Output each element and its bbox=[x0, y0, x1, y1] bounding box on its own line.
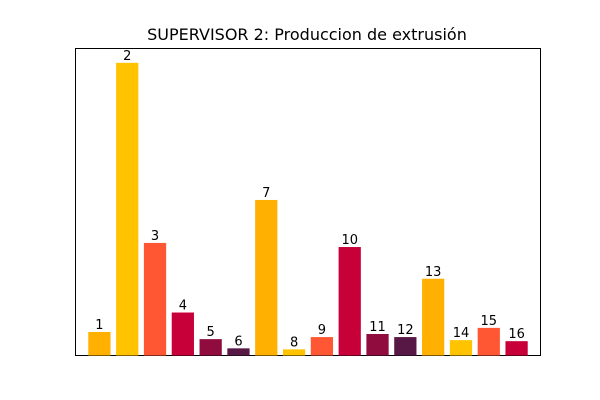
bar-label-11: 11 bbox=[369, 320, 386, 335]
bar-13 bbox=[422, 278, 445, 356]
bar-label-12: 12 bbox=[397, 323, 414, 338]
bar-14 bbox=[449, 340, 473, 356]
bar-15 bbox=[477, 327, 500, 356]
chart-title: SUPERVISOR 2: Produccion de extrusión bbox=[147, 25, 467, 44]
bar-11 bbox=[366, 334, 389, 356]
bar-10 bbox=[338, 247, 361, 356]
bar-label-4: 4 bbox=[179, 299, 187, 314]
bar-label-9: 9 bbox=[318, 323, 326, 338]
plot-area-frame bbox=[75, 48, 541, 356]
bar-label-8: 8 bbox=[290, 335, 298, 350]
bar-6 bbox=[227, 348, 250, 356]
bar-label-5: 5 bbox=[207, 325, 215, 340]
bar-label-13: 13 bbox=[425, 265, 442, 280]
bar-label-2: 2 bbox=[123, 49, 131, 64]
bar-2 bbox=[116, 62, 139, 356]
bar-label-1: 1 bbox=[95, 318, 103, 333]
bar-label-16: 16 bbox=[508, 327, 525, 342]
bar-label-3: 3 bbox=[151, 229, 159, 244]
bar-8 bbox=[282, 349, 306, 356]
bar-3 bbox=[143, 242, 167, 356]
bar-series bbox=[88, 62, 528, 356]
bar-7 bbox=[255, 199, 278, 356]
bar-4 bbox=[171, 312, 194, 356]
bar-9 bbox=[310, 337, 334, 356]
bar-16 bbox=[505, 341, 528, 356]
bar-label-14: 14 bbox=[453, 326, 470, 341]
bar-label-7: 7 bbox=[262, 186, 270, 201]
bar-1 bbox=[88, 331, 111, 356]
bar-label-15: 15 bbox=[481, 314, 498, 329]
bar-label-6: 6 bbox=[234, 334, 242, 349]
bar-label-10: 10 bbox=[341, 233, 358, 248]
bar-5 bbox=[199, 339, 222, 356]
bar-12 bbox=[394, 337, 417, 356]
